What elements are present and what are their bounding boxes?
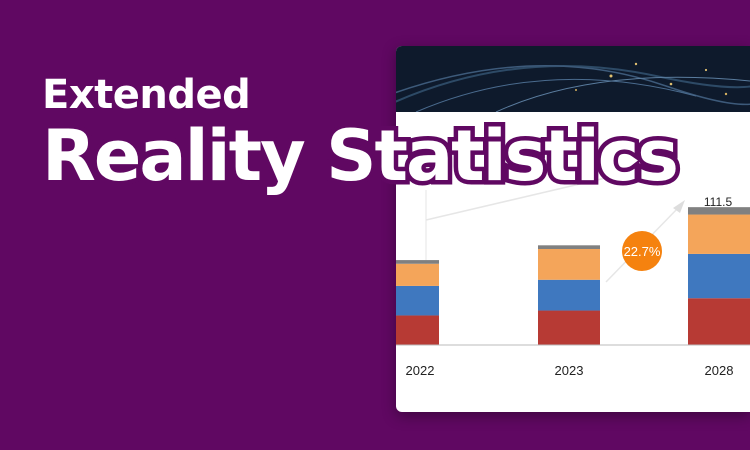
bar-segment bbox=[538, 245, 600, 249]
bar-segment bbox=[538, 279, 600, 311]
x-tick-label: 2022 bbox=[406, 363, 435, 378]
bar-segment bbox=[396, 315, 439, 345]
bar-segment bbox=[396, 263, 439, 286]
headline-line-1: Extended bbox=[42, 72, 251, 118]
cagr-badge-circle bbox=[622, 231, 662, 271]
cagr-label: 22.7% bbox=[624, 244, 661, 259]
bar-segment bbox=[538, 310, 600, 345]
total-label: 111.5 bbox=[704, 195, 733, 209]
growth-arrow-head bbox=[673, 200, 685, 213]
banner-image bbox=[396, 46, 750, 113]
bar-segment bbox=[688, 207, 750, 215]
x-tick-label: 2023 bbox=[555, 363, 584, 378]
bar-segment bbox=[396, 285, 439, 316]
bar-segment bbox=[688, 253, 750, 299]
bar-segment bbox=[538, 249, 600, 280]
bar-segment bbox=[688, 214, 750, 254]
bar-segment bbox=[688, 298, 750, 345]
cagr-badge: 22.7% bbox=[622, 231, 662, 271]
headline-line-2: Reality Statistics bbox=[38, 115, 684, 197]
bar-segment bbox=[396, 260, 439, 264]
growth-trend-line bbox=[425, 171, 632, 221]
x-tick-label: 2028 bbox=[705, 363, 734, 378]
banner-graphic bbox=[396, 62, 750, 113]
